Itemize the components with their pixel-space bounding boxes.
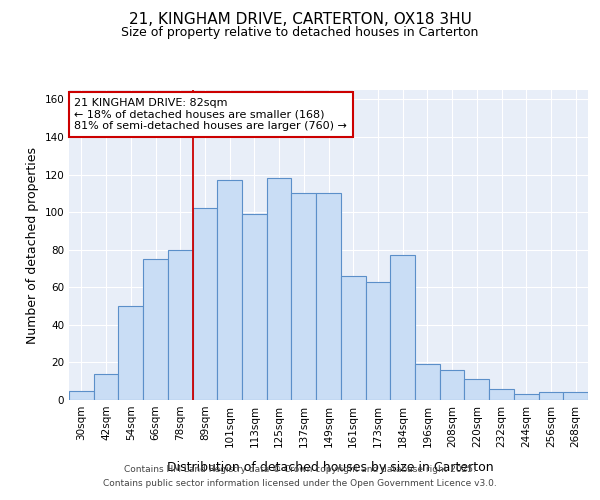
Bar <box>267 178 292 400</box>
Bar <box>316 194 341 400</box>
Bar <box>390 256 415 400</box>
Bar <box>539 392 563 400</box>
Bar <box>464 380 489 400</box>
Bar <box>94 374 118 400</box>
Text: 21 KINGHAM DRIVE: 82sqm
← 18% of detached houses are smaller (168)
81% of semi-d: 21 KINGHAM DRIVE: 82sqm ← 18% of detache… <box>74 98 347 131</box>
Bar <box>143 259 168 400</box>
Bar <box>415 364 440 400</box>
Bar <box>217 180 242 400</box>
Text: Contains HM Land Registry data © Crown copyright and database right 2025.
Contai: Contains HM Land Registry data © Crown c… <box>103 466 497 487</box>
Bar <box>242 214 267 400</box>
Bar <box>563 392 588 400</box>
Bar <box>514 394 539 400</box>
Bar <box>69 390 94 400</box>
Bar <box>168 250 193 400</box>
Bar <box>292 194 316 400</box>
Text: Size of property relative to detached houses in Carterton: Size of property relative to detached ho… <box>121 26 479 39</box>
Bar <box>440 370 464 400</box>
Bar <box>365 282 390 400</box>
Bar <box>193 208 217 400</box>
Text: Distribution of detached houses by size in Carterton: Distribution of detached houses by size … <box>167 461 493 474</box>
Text: 21, KINGHAM DRIVE, CARTERTON, OX18 3HU: 21, KINGHAM DRIVE, CARTERTON, OX18 3HU <box>128 12 472 28</box>
Bar <box>341 276 365 400</box>
Bar <box>489 388 514 400</box>
Y-axis label: Number of detached properties: Number of detached properties <box>26 146 39 344</box>
Bar <box>118 306 143 400</box>
